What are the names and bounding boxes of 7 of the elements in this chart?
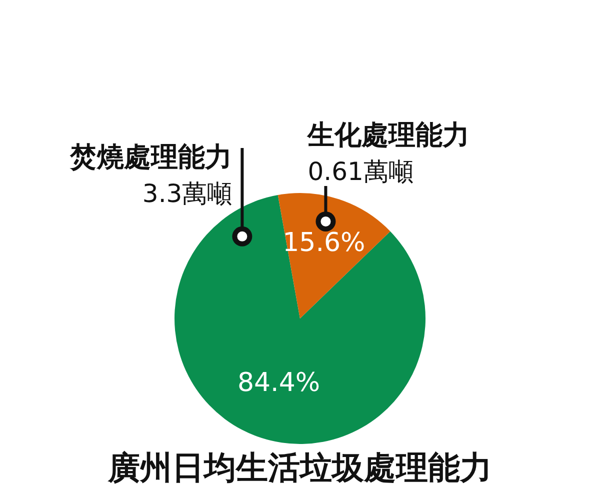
text: 3.3萬噸 [142, 179, 232, 208]
slice-label: 焚燒處理能力 [69, 142, 232, 173]
text: 廣州日均生活垃圾處理能力 [107, 448, 492, 486]
data-label: 15.6% [282, 228, 366, 258]
slice-label: 生化處理能力 [306, 120, 470, 151]
data-label: 84.4% [237, 368, 320, 398]
text: 0.61萬噸 [308, 157, 414, 186]
